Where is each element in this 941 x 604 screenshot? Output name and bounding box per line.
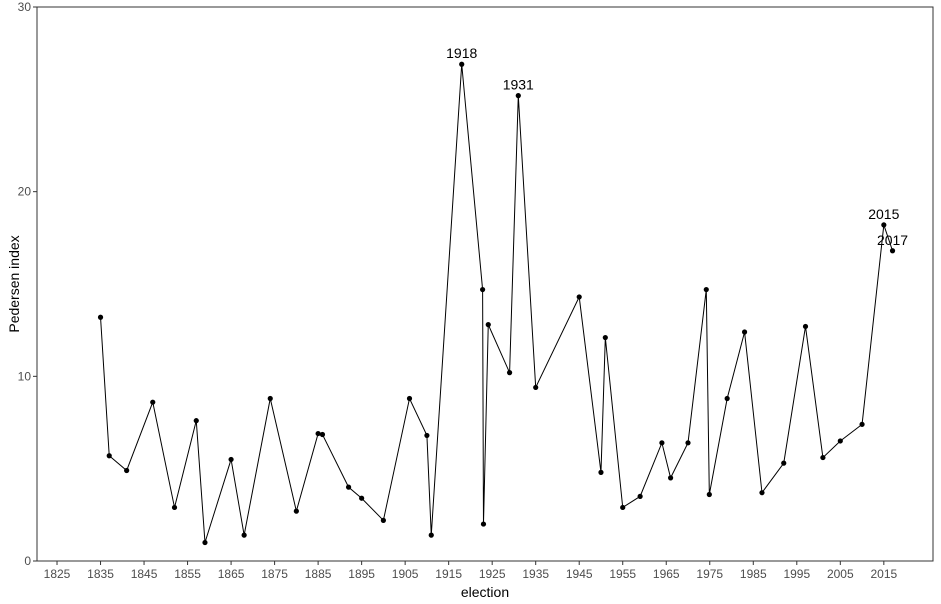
point (106, 453, 112, 459)
x-tick-label: 1925 (479, 567, 506, 581)
point (428, 532, 434, 538)
point (659, 440, 665, 446)
point (515, 93, 521, 99)
point (667, 475, 674, 481)
point (859, 421, 865, 427)
point (637, 493, 643, 499)
point (97, 314, 104, 320)
point (380, 517, 386, 523)
x-tick-label: 1855 (174, 567, 201, 581)
x-tick-label: 2015 (870, 567, 897, 581)
point (459, 61, 465, 67)
x-axis-label: election (461, 584, 509, 600)
series-line (100, 64, 894, 543)
point (759, 490, 765, 496)
point (228, 456, 234, 463)
point (124, 467, 130, 474)
y-tick-label: 30 (18, 0, 32, 14)
point (802, 323, 809, 330)
x-tick-label: 1965 (653, 567, 680, 581)
point (602, 334, 608, 341)
point (889, 248, 896, 254)
x-tick-label: 1885 (305, 567, 332, 581)
point (706, 491, 712, 498)
x-tick-label: 1905 (392, 567, 419, 581)
x-tick-label: 1835 (87, 567, 114, 581)
point (781, 460, 787, 466)
point (506, 370, 513, 376)
point (881, 222, 887, 228)
x-tick-label: 1895 (348, 567, 375, 581)
x-tick-label: 1975 (696, 567, 723, 581)
point (685, 440, 691, 446)
annotation: 1931 (503, 77, 534, 93)
point (319, 431, 326, 438)
annotation: 2017 (877, 232, 908, 248)
y-tick-label: 20 (18, 185, 32, 199)
point (315, 430, 321, 437)
point (150, 399, 156, 405)
point (241, 532, 247, 538)
point (267, 395, 273, 402)
point (533, 384, 539, 391)
annotation: 2015 (868, 206, 899, 222)
x-tick-label: 2005 (827, 567, 854, 581)
point (424, 432, 430, 439)
point (202, 539, 208, 546)
point (359, 495, 365, 501)
x-tick-label: 1935 (522, 567, 549, 581)
panel-border (36, 6, 934, 562)
y-tick-label: 10 (18, 369, 32, 383)
point (598, 469, 604, 475)
point (171, 504, 178, 511)
point (345, 484, 352, 490)
point (485, 322, 491, 328)
x-tick-label: 1945 (566, 567, 593, 581)
x-tick-label: 1985 (740, 567, 767, 581)
x-tick-label: 1875 (261, 567, 288, 581)
point (724, 395, 730, 402)
point (620, 504, 626, 511)
point (837, 438, 843, 444)
x-tick-label: 1845 (131, 567, 158, 581)
y-axis-label: Pedersen index (6, 235, 22, 332)
point (820, 454, 826, 461)
point (193, 418, 199, 424)
x-tick-label: 1915 (435, 567, 462, 581)
x-tick-label: 1995 (783, 567, 810, 581)
point (703, 286, 709, 293)
point (576, 294, 582, 300)
point (480, 286, 486, 293)
point (406, 395, 413, 402)
point (293, 508, 299, 514)
x-tick-label: 1955 (609, 567, 636, 581)
annotation: 1918 (446, 45, 477, 61)
point (741, 329, 748, 335)
x-tick-label: 1825 (44, 567, 71, 581)
point (480, 521, 487, 527)
y-tick-label: 0 (24, 554, 31, 568)
x-tick-label: 1865 (218, 567, 245, 581)
